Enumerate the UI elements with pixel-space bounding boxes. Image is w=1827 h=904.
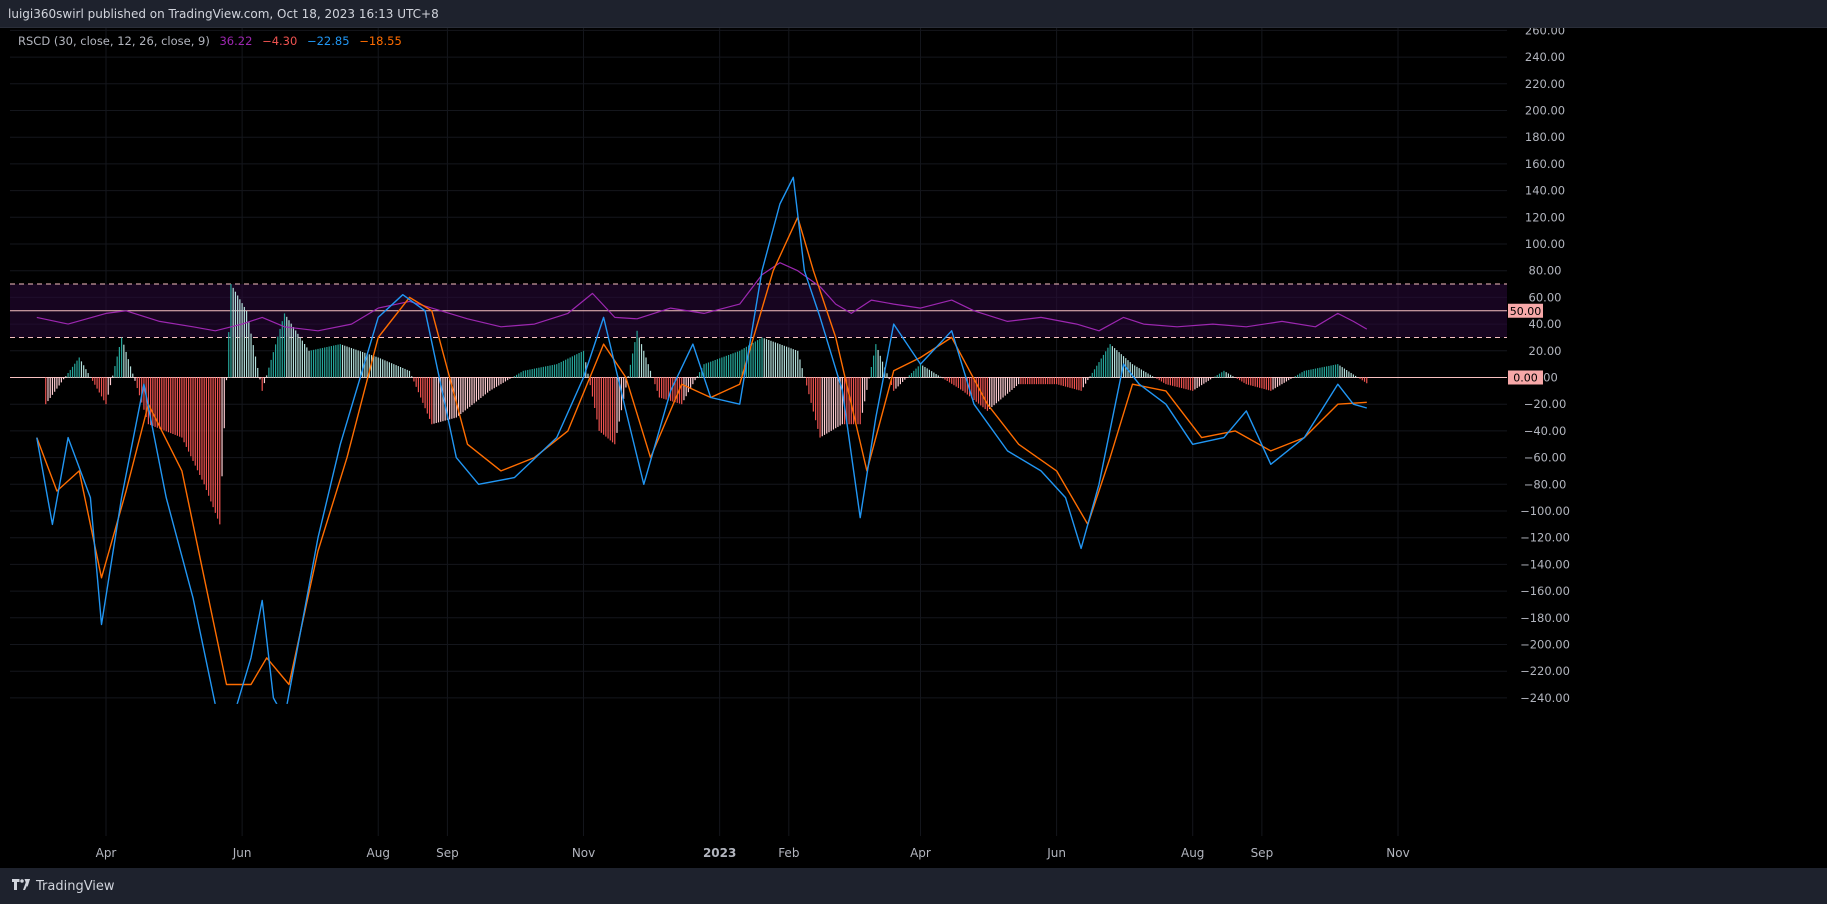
y-tick-label: −60.00 [1524,451,1567,465]
x-tick-label: Apr [96,846,117,860]
level-badge-50 [1508,303,1543,318]
publish-header: luigi360swirl published on TradingView.c… [0,0,1827,28]
y-tick-label: −140.00 [1520,557,1570,571]
x-tick-label: Nov [1386,846,1409,860]
y-tick-label: 180.00 [1525,130,1565,144]
price-axis[interactable]: 260.00 240.00 220.00 200.00 180.00 160.00 140.… [1508,23,1570,705]
legend-value-signal: −18.55 [359,34,402,48]
y-tick-label: 260.00 [1525,28,1565,37]
y-tick-label: −240.00 [1520,691,1570,705]
y-tick-label: 80.00 [1529,264,1562,278]
indicator-lines [36,176,1368,704]
footer-bar: TradingView [0,868,1827,904]
x-tick-label: Sep [1251,846,1274,860]
y-tick-label: −220.00 [1520,664,1570,678]
y-tick-label: −100.00 [1520,504,1570,518]
histogram [45,284,1368,525]
rsi-line [36,262,1368,332]
y-tick-label: 20.00 [1529,344,1562,358]
y-tick-label: −160.00 [1520,584,1570,598]
y-tick-label: −80.00 [1524,477,1567,491]
x-tick-label: Sep [436,846,459,860]
y-tick-label: −20.00 [1524,397,1567,411]
chart-area[interactable]: 260.00 240.00 220.00 200.00 180.00 160.00 140.… [0,23,1827,868]
y-tick-label: 240.00 [1525,50,1565,64]
brand-label: TradingView [36,878,115,894]
x-tick-label: Feb [778,846,799,860]
x-tick-label: Aug [367,846,390,860]
y-tick-label: 220.00 [1525,77,1565,91]
y-tick-label: 140.00 [1525,184,1565,198]
macd-line [36,176,1367,704]
level-badge-label: 50.00 [1510,305,1542,318]
y-tick-label: 60.00 [1529,290,1562,304]
x-tick-label: Nov [572,846,595,860]
x-tick-label: Apr [910,846,931,860]
time-axis[interactable]: Apr Jun Aug Sep Nov 2023 Feb Apr Jun Aug Sep Nov [96,846,1410,860]
y-tick-label: 100.00 [1525,237,1565,251]
legend-value-macd: −22.85 [306,34,350,48]
y-tick-label: 120.00 [1525,210,1565,224]
chart-svg[interactable]: 260.00 240.00 220.00 200.00 180.00 160.00 140.… [0,23,1827,868]
x-tick-label: Aug [1181,846,1204,860]
y-tick-label: −180.00 [1520,611,1570,625]
indicator-legend[interactable]: RSCD (30, close, 12, 26, close, 9) 36.22… [18,34,408,48]
publish-text: luigi360swirl published on TradingView.c… [8,7,439,21]
signal-line [36,216,1367,686]
x-tick-label: Jun [1046,846,1066,860]
y-tick-label: 160.00 [1525,157,1565,171]
level-badge-label: 0.00 [1513,372,1538,385]
level-badge-0 [1508,370,1543,385]
legend-value-rsi: 36.22 [219,34,253,48]
indicator-name[interactable]: RSCD (30, close, 12, 26, close, 9) [18,34,210,48]
y-tick-label: −200.00 [1520,638,1570,652]
y-tick-label: −120.00 [1520,531,1570,545]
y-tick-label: −40.00 [1524,424,1567,438]
tradingview-brand[interactable]: TradingView [10,878,115,894]
x-tick-label: 2023 [703,846,736,860]
legend-value-histogram: −4.30 [262,34,298,48]
tradingview-logo-icon [12,879,30,890]
x-tick-label: Jun [232,846,252,860]
y-tick-label: 40.00 [1529,317,1562,331]
y-tick-label: 200.00 [1525,104,1565,118]
